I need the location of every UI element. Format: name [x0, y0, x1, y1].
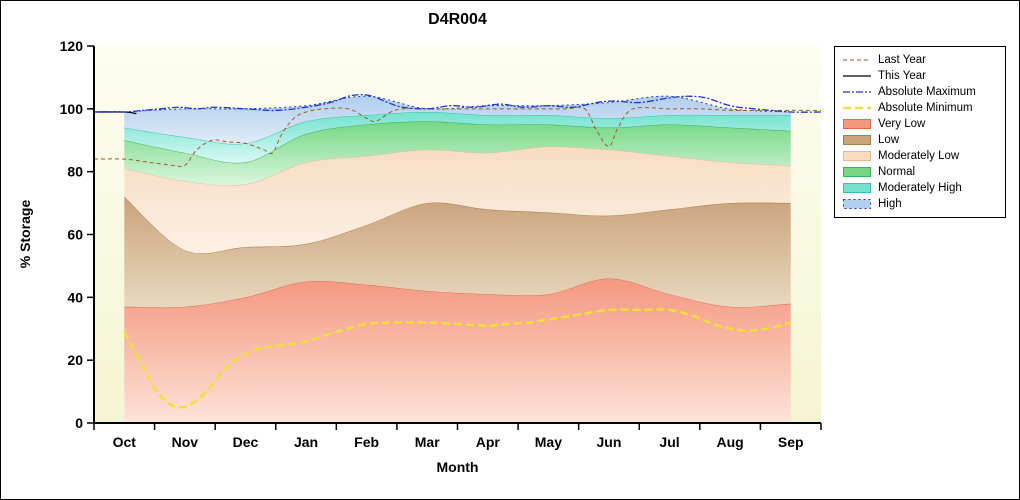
svg-text:0: 0: [75, 415, 83, 431]
legend-marker-low: [843, 135, 871, 145]
legend-label-moderately-high: Moderately High: [878, 182, 962, 194]
legend-label-moderately-low: Moderately Low: [878, 150, 960, 162]
legend-label-very-low: Very Low: [878, 118, 926, 130]
band-very-low: [124, 278, 791, 423]
line-last-year: [93, 106, 822, 168]
svg-text:Apr: Apr: [476, 434, 501, 450]
band-moderately-low: [124, 146, 791, 254]
legend-item-moderately-high: Moderately High: [842, 180, 998, 196]
svg-text:100: 100: [60, 101, 84, 117]
legend-label-high: High: [878, 198, 902, 210]
svg-text:40: 40: [67, 289, 83, 305]
legend-item-moderately-low: Moderately Low: [842, 148, 998, 164]
band-high: [124, 96, 791, 145]
legend-label-normal: Normal: [878, 166, 916, 178]
legend-item-low: Low: [842, 132, 998, 148]
svg-text:Sep: Sep: [778, 434, 804, 450]
percentile-bands: [123, 95, 791, 423]
x-axis-label: Month: [436, 459, 479, 475]
legend-marker-normal: [843, 167, 871, 177]
svg-text:60: 60: [67, 227, 83, 243]
svg-text:Dec: Dec: [233, 434, 259, 450]
legend-marker-high: [843, 199, 871, 209]
svg-text:Jun: Jun: [597, 434, 622, 450]
legend-marker-this-year: [843, 75, 871, 77]
svg-text:Jul: Jul: [659, 434, 679, 450]
legend-item-normal: Normal: [842, 164, 998, 180]
legend-marker-last-year: [843, 59, 871, 61]
legend-item-high: High: [842, 196, 998, 212]
legend-marker-moderately-high: [843, 183, 871, 193]
legend-marker-absolute-minimum: [843, 106, 871, 110]
legend-label-absolute-maximum: Absolute Maximum: [878, 86, 976, 98]
svg-text:Aug: Aug: [717, 434, 744, 450]
legend-item-absolute-maximum: Absolute Maximum: [842, 84, 998, 100]
legend-marker-very-low: [843, 119, 871, 129]
legend: Last Year This Year Absolute Maximum Absolu…: [834, 46, 1006, 218]
svg-text:120: 120: [60, 38, 84, 54]
legend-label-absolute-minimum: Absolute Minimum: [878, 102, 973, 114]
band-moderately-high: [124, 111, 791, 163]
axes: 0 20 40 60 80 100 120 Oct Nov Dec Jan Feb Mar Apr May J…: [60, 38, 822, 450]
svg-text:May: May: [535, 434, 562, 450]
chart-title: D4R004: [428, 11, 487, 28]
svg-text:20: 20: [67, 352, 83, 368]
band-normal: [124, 121, 791, 186]
svg-text:Jan: Jan: [294, 434, 318, 450]
line-absolute-minimum: [123, 308, 792, 409]
legend-label-this-year: This Year: [878, 70, 926, 82]
series-lines: [93, 94, 822, 409]
legend-marker-absolute-maximum: [843, 91, 871, 93]
line-absolute-maximum: [93, 94, 822, 113]
legend-item-very-low: Very Low: [842, 116, 998, 132]
legend-label-last-year: Last Year: [878, 54, 926, 66]
svg-text:Nov: Nov: [172, 434, 199, 450]
legend-marker-moderately-low: [843, 151, 871, 161]
svg-text:Oct: Oct: [113, 434, 137, 450]
svg-text:Mar: Mar: [415, 434, 440, 450]
legend-label-low: Low: [878, 134, 900, 146]
svg-text:80: 80: [67, 164, 83, 180]
y-axis-label: % Storage: [17, 199, 33, 269]
legend-item-absolute-minimum: Absolute Minimum: [842, 100, 998, 116]
band-low: [124, 196, 791, 308]
svg-text:Feb: Feb: [354, 434, 379, 450]
legend-item-this-year: This Year: [842, 68, 998, 84]
legend-item-last-year: Last Year: [842, 52, 998, 68]
